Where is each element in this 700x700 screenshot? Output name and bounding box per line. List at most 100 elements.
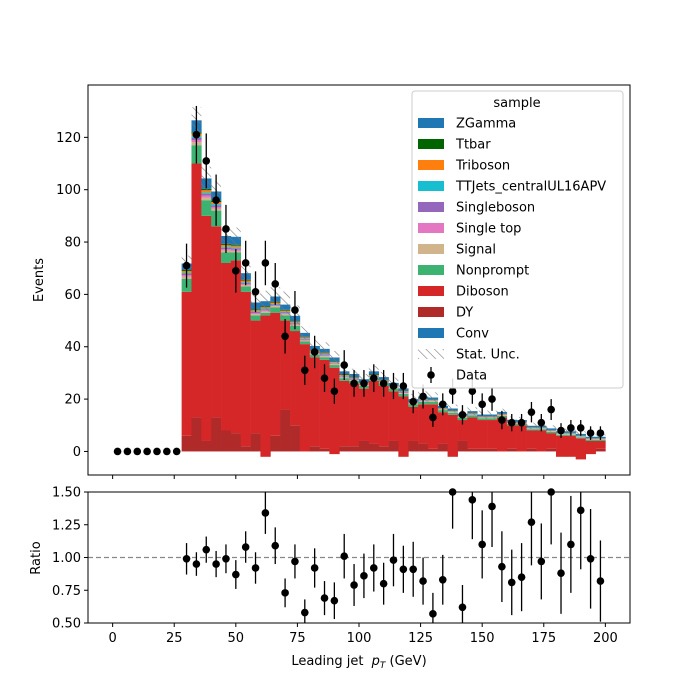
ratio-point xyxy=(320,594,329,602)
bar-segment xyxy=(477,418,488,421)
data-point xyxy=(429,413,437,422)
bar-segment xyxy=(201,195,212,198)
ratio-point xyxy=(409,565,418,574)
ratio-point xyxy=(478,540,486,549)
bar-segment xyxy=(319,448,330,452)
bar-segment xyxy=(506,425,517,449)
data-point xyxy=(369,374,378,382)
bar-segment xyxy=(418,404,429,444)
bar-segment xyxy=(299,339,311,341)
ratio-point xyxy=(261,509,270,517)
ratio-point xyxy=(212,560,220,568)
legend-label: Stat. Unc. xyxy=(456,348,520,363)
bar-segment xyxy=(477,420,488,449)
x-tick-label: 100 xyxy=(347,631,372,646)
data-point xyxy=(379,379,388,388)
bar-segment xyxy=(487,418,498,421)
bar-segment xyxy=(526,448,537,452)
bar-segment xyxy=(191,417,202,452)
data-point xyxy=(438,400,447,409)
ratio-plot: 0.50 0.75 1.00 1.25 1.50 0 25 50 75 100 125 150 175… xyxy=(29,486,631,671)
bar-segment xyxy=(546,431,557,434)
data-point xyxy=(271,280,280,288)
legend-swatch xyxy=(418,286,444,296)
ratio-points xyxy=(182,488,605,623)
bar-segment xyxy=(496,417,508,452)
bar-segment xyxy=(299,341,311,345)
data-point xyxy=(389,382,398,390)
bar-segment xyxy=(201,190,212,193)
bar-segment xyxy=(487,448,498,452)
data-point xyxy=(419,392,427,401)
ratio-point xyxy=(182,555,191,563)
ratio-point xyxy=(271,541,280,550)
bar-segment xyxy=(536,430,547,452)
ratio-point xyxy=(527,518,536,526)
ratio-point xyxy=(222,555,230,563)
data-point xyxy=(232,267,240,275)
bar-segment xyxy=(585,440,596,455)
ratio-y-ticks: 0.50 0.75 1.00 1.25 1.50 xyxy=(52,486,88,632)
bar-segment xyxy=(191,163,202,418)
data-point xyxy=(350,379,358,388)
ratio-point xyxy=(438,575,447,584)
bar-segment xyxy=(575,436,586,438)
legend-swatch xyxy=(418,328,444,338)
bar-segment xyxy=(201,200,212,216)
ratio-point xyxy=(507,578,516,587)
data-point xyxy=(301,366,309,375)
y-tick-label: 1.50 xyxy=(52,486,81,501)
data-point xyxy=(507,418,516,427)
bar-segment xyxy=(457,440,468,452)
bar-segment xyxy=(201,440,212,452)
ratio-x-ticks: 0 25 50 75 100 125 150 175 200 xyxy=(108,623,618,646)
data-point xyxy=(586,429,595,437)
bar-segment xyxy=(299,344,311,452)
bar-segment xyxy=(388,440,399,452)
bar-segment xyxy=(575,437,586,439)
bar-segment xyxy=(211,226,222,418)
bar-segment xyxy=(319,356,330,358)
y-tick-label: 40 xyxy=(64,340,81,355)
stat-unc-bin xyxy=(299,326,310,340)
data-point xyxy=(251,287,260,296)
x-tick-label: 0 xyxy=(108,631,116,646)
bar-segment xyxy=(339,380,350,447)
bar-segment xyxy=(546,433,557,449)
bar-segment xyxy=(309,446,320,452)
ratio-point xyxy=(192,560,201,568)
legend-swatch xyxy=(418,160,444,170)
legend-label: Diboson xyxy=(456,285,509,300)
bar-segment xyxy=(201,197,212,201)
data-point xyxy=(310,348,319,356)
ratio-point xyxy=(310,564,319,572)
bar-segment xyxy=(359,388,370,441)
ratio-point xyxy=(301,608,309,617)
y-tick-label: 0.75 xyxy=(52,584,81,599)
x-tick-label: 50 xyxy=(228,631,245,646)
data-point xyxy=(527,408,536,416)
legend-label: ZGamma xyxy=(456,117,516,132)
data-point xyxy=(163,447,171,456)
data-point xyxy=(448,387,457,396)
data-point xyxy=(133,447,142,456)
legend-label: Data xyxy=(456,369,487,384)
ratio-point xyxy=(241,543,250,551)
bar-segment xyxy=(221,262,232,431)
ratio-point xyxy=(399,565,408,574)
data-point xyxy=(192,130,201,139)
bar-segment xyxy=(240,291,251,447)
ratio-point xyxy=(202,545,211,554)
main-y-ticks: 0 20 40 60 80 100 120 xyxy=(56,131,88,460)
stat-unc-bin xyxy=(280,291,291,318)
legend-label: Triboson xyxy=(455,159,510,174)
bar-segment xyxy=(595,448,606,452)
data-point xyxy=(478,400,486,409)
y-tick-label: 120 xyxy=(56,131,81,146)
data-points xyxy=(113,105,605,456)
legend-label: DY xyxy=(456,306,473,321)
bar-segment xyxy=(201,215,212,441)
legend-swatch xyxy=(418,265,444,275)
data-point xyxy=(212,196,220,204)
legend-label: Signal xyxy=(456,243,496,258)
